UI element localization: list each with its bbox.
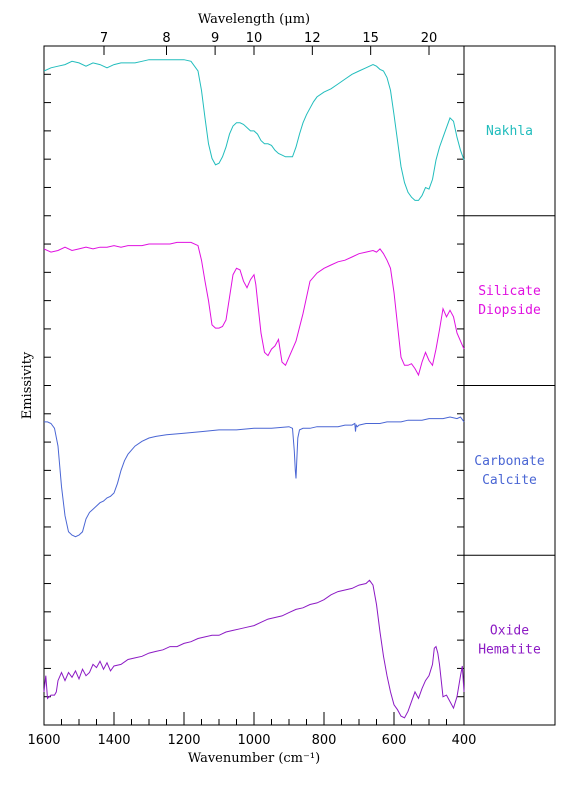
x-tick-label: 1000 [237, 733, 270, 748]
top-tick-label: 7 [100, 31, 108, 46]
top-tick-label: 9 [211, 31, 219, 46]
top-tick-label: 20 [421, 31, 438, 46]
top-tick-label: 12 [304, 31, 321, 46]
top-tick-label: 8 [162, 31, 170, 46]
spectrum-line [43, 579, 465, 719]
spectrum-line [44, 416, 465, 538]
y-axis-title: Emissivity [20, 351, 35, 419]
top-tick-label: 15 [362, 31, 379, 46]
panel-label: Hematite [478, 643, 541, 658]
panel-label: Calcite [482, 473, 537, 488]
x-axis-title: Wavenumber (cm⁻¹) [188, 751, 320, 766]
plot-frames [43, 45, 556, 726]
top-tick-label: 10 [246, 31, 263, 46]
panel-labels: Nakhla Silicate Diopside Carbonate Calcite Ox… [474, 124, 545, 658]
panel-label: Diopside [478, 303, 541, 318]
x-tick-label: 1200 [167, 733, 200, 748]
spectra [43, 59, 465, 719]
axis-ticks [43, 46, 465, 725]
x-tick-label: 600 [382, 733, 407, 748]
spectrum-line [43, 241, 465, 377]
tick-labels: 1600 1400 1200 1000 800 600 400 7 8 9 10 12 15 20 [27, 31, 476, 748]
top-axis-title: Wavelength (μm) [198, 12, 310, 27]
panel-label: Nakhla [486, 124, 533, 139]
panel-label: Carbonate [474, 454, 545, 469]
panel-label: Silicate [478, 284, 541, 299]
x-tick-label: 400 [452, 733, 477, 748]
x-tick-label: 1400 [97, 733, 130, 748]
x-tick-label: 1600 [27, 733, 60, 748]
x-tick-label: 800 [312, 733, 337, 748]
spectrum-line [43, 59, 465, 201]
panel-label: Oxide [490, 624, 529, 639]
